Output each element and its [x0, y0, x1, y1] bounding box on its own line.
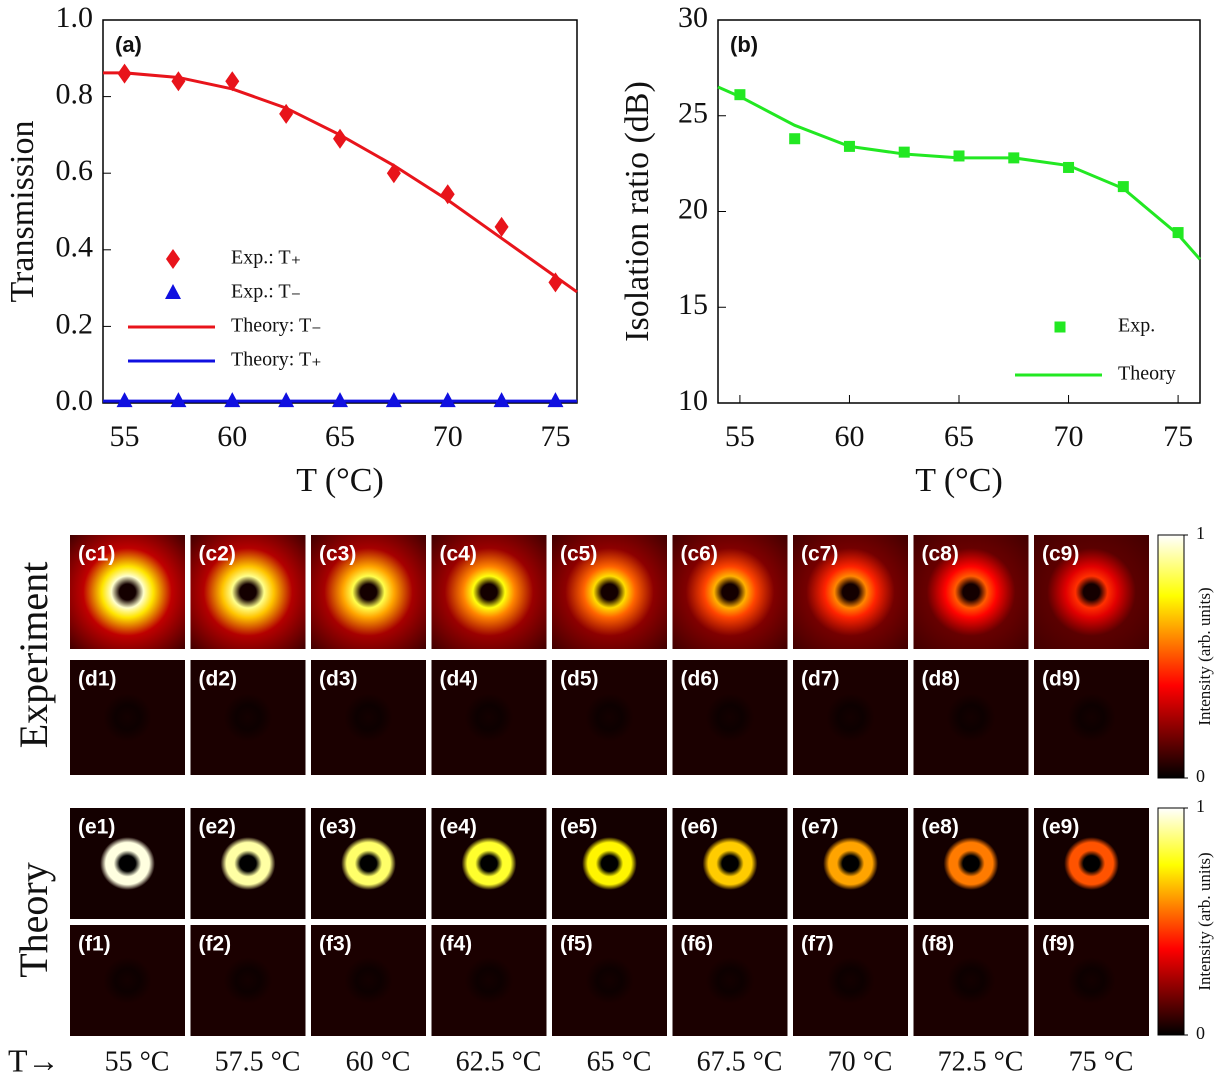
x-tick-label: 75 [1163, 420, 1193, 453]
data-point [789, 133, 800, 144]
temperature-prefix: T→ [8, 1042, 60, 1078]
panel-label: (f3) [319, 933, 352, 956]
colorbar [1158, 535, 1184, 778]
x-tick-label: 65 [944, 420, 974, 453]
panel-label: (b) [730, 32, 758, 57]
colorbar [1158, 808, 1184, 1035]
y-tick-label: 25 [678, 97, 708, 130]
data-point [171, 71, 185, 91]
panel-label: (e8) [922, 816, 959, 839]
plot-frame [718, 20, 1200, 403]
legend-marker [166, 249, 180, 269]
y-tick-label: 0.6 [56, 154, 94, 187]
panel-label: (c1) [78, 543, 115, 566]
y-tick-label: 0.4 [56, 231, 94, 264]
row-title: Experiment [11, 562, 56, 749]
legend-label: Theory: T₋ [231, 315, 322, 337]
panel-label: (d3) [319, 668, 358, 691]
panel-label: (c4) [440, 543, 477, 566]
x-tick-label: 60 [217, 420, 247, 453]
y-tick-label: 0.2 [56, 307, 94, 340]
panel-label: (d1) [78, 668, 117, 691]
y-tick-label: 15 [678, 288, 708, 321]
y-tick-label: 0.0 [56, 384, 94, 417]
panel-label: (f5) [560, 933, 593, 956]
x-tick-label: 75 [540, 420, 570, 453]
panel-label: (f7) [801, 933, 834, 956]
y-axis-label: Transmission [4, 120, 41, 302]
colorbar-label: Intensity (arb. units) [1195, 852, 1214, 990]
panel-label: (c8) [922, 543, 959, 566]
panel-label: (c3) [319, 543, 356, 566]
legend-label: Exp. [1118, 315, 1155, 337]
x-axis-label: T (°C) [296, 462, 384, 499]
panel-label: (e3) [319, 816, 356, 839]
legend-label: Exp.: T₋ [231, 281, 301, 303]
y-tick-label: 20 [678, 192, 708, 225]
legend-label: Theory: T₊ [231, 349, 322, 371]
legend-label: Exp.: T₊ [231, 247, 301, 269]
panel-label: (c5) [560, 543, 597, 566]
colorbar-label: Intensity (arb. units) [1195, 587, 1214, 725]
panel-label: (d5) [560, 668, 599, 691]
panel-label: (d2) [199, 668, 238, 691]
x-tick-label: 55 [110, 420, 140, 453]
y-axis-label: Isolation ratio (dB) [619, 81, 656, 342]
temperature-label: 55 °C [105, 1046, 170, 1077]
temperature-label: 75 °C [1069, 1046, 1134, 1077]
colorbar-tick-label: 0 [1196, 766, 1205, 786]
temperature-label: 62.5 °C [456, 1046, 542, 1077]
y-tick-label: 1.0 [56, 1, 94, 34]
y-tick-label: 10 [678, 384, 708, 417]
colorbar-tick-label: 0 [1196, 1023, 1205, 1043]
temperature-label: 72.5 °C [938, 1046, 1024, 1077]
row-title: Theory [11, 862, 56, 978]
panel-label: (a) [115, 32, 142, 57]
x-tick-label: 55 [725, 420, 755, 453]
panel-label: (e1) [78, 816, 115, 839]
panel-label: (f4) [440, 933, 473, 956]
panel-label: (d7) [801, 668, 840, 691]
y-tick-label: 30 [678, 1, 708, 34]
panel-label: (e5) [560, 816, 597, 839]
panel-label: (f8) [922, 933, 955, 956]
panel-label: (c9) [1042, 543, 1079, 566]
panel-label: (e2) [199, 816, 236, 839]
figure: 55 60 65 70 75 0.0 0.2 0.4 0.6 0.8 1.0 T (°C) Transm… [0, 0, 1222, 1084]
panel-label: (c7) [801, 543, 838, 566]
panel-label: (c6) [681, 543, 718, 566]
panel-label: (d4) [440, 668, 479, 691]
panel-label: (d6) [681, 668, 720, 691]
panel-label: (f2) [199, 933, 232, 956]
panel-label: (d8) [922, 668, 961, 691]
colorbar-tick-label: 1 [1196, 796, 1205, 816]
panel-label: (e9) [1042, 816, 1079, 839]
data-point [954, 150, 965, 161]
x-tick-label: 70 [433, 420, 463, 453]
temperature-label: 70 °C [828, 1046, 893, 1077]
temperature-label: 57.5 °C [215, 1046, 301, 1077]
x-tick-label: 60 [834, 420, 864, 453]
page: 55 60 65 70 75 0.0 0.2 0.4 0.6 0.8 1.0 T (°C) Transm… [0, 0, 1222, 1084]
y-tick-label: 0.8 [56, 77, 94, 110]
temperature-label: 65 °C [587, 1046, 652, 1077]
panel-label: (f1) [78, 933, 111, 956]
panel-label: (e4) [440, 816, 477, 839]
panel-label: (f6) [681, 933, 714, 956]
legend-label: Theory [1118, 363, 1176, 385]
x-tick-label: 70 [1054, 420, 1084, 453]
x-axis-label: T (°C) [915, 462, 1003, 499]
legend-marker [1055, 322, 1066, 333]
panel-label: (c2) [199, 543, 236, 566]
temperature-label: 67.5 °C [697, 1046, 783, 1077]
panel-label: (d9) [1042, 668, 1081, 691]
theory-curve [718, 87, 1200, 259]
panel-label: (e7) [801, 816, 838, 839]
temperature-label: 60 °C [346, 1046, 411, 1077]
legend-marker [165, 284, 181, 299]
panel-label: (e6) [681, 816, 718, 839]
panel-label: (f9) [1042, 933, 1075, 956]
colorbar-tick-label: 1 [1196, 523, 1205, 543]
x-tick-label: 65 [325, 420, 355, 453]
